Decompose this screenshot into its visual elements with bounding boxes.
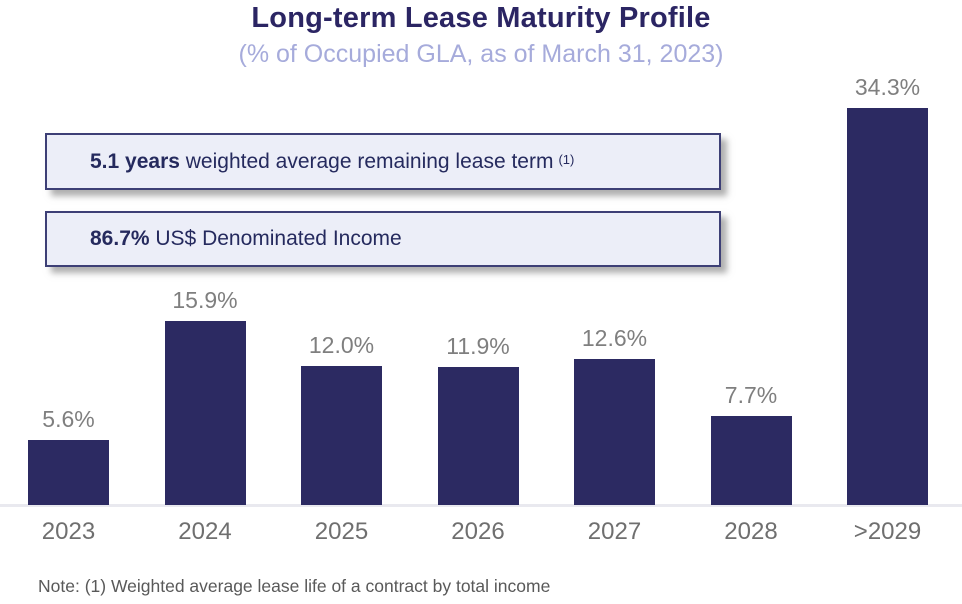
bar-column: 34.3% >2029 <box>847 74 928 545</box>
x-axis-tick-label: >2029 <box>853 518 922 545</box>
bar <box>574 359 655 505</box>
bar-column: 12.0% 2025 <box>301 332 382 545</box>
bar-value-label: 7.7% <box>724 382 778 408</box>
bar-value-label: 15.9% <box>172 287 238 313</box>
bar-value-label: 12.0% <box>308 332 375 358</box>
bar <box>710 416 792 505</box>
callout-lease-term-value: 5.1 years <box>90 149 180 173</box>
bar-column: 5.6% 2023 <box>28 406 109 545</box>
footnote-marker: (1) <box>558 152 575 167</box>
callout-usd-income: 86.7% US$ Denominated Income <box>45 211 721 267</box>
callout-usd-income-text: US$ Denominated Income <box>149 227 402 250</box>
bar-column: 11.9% 2026 <box>437 333 519 545</box>
bar <box>301 366 382 505</box>
x-axis-tick-label: 2024 <box>178 518 232 545</box>
chart-title: Long-term Lease Maturity Profile <box>251 2 711 34</box>
footnote: Note: (1) Weighted average lease life of… <box>38 576 551 596</box>
x-axis-line <box>0 504 962 507</box>
x-axis-tick-label: 2028 <box>724 518 778 545</box>
bar-value-label: 11.9% <box>446 333 510 359</box>
callout-usd-income-value: 86.7% <box>90 227 150 250</box>
callout-lease-term-text: weighted average remaining lease term <box>179 149 554 173</box>
bar <box>28 440 109 505</box>
bar <box>847 108 928 505</box>
bar-column: 12.6% 2027 <box>574 325 655 545</box>
bar-value-label: 34.3% <box>854 74 921 100</box>
bar <box>437 367 519 505</box>
bar <box>164 321 246 505</box>
bar-value-label: 12.6% <box>581 325 648 351</box>
x-axis-tick-label: 2025 <box>314 518 369 545</box>
callout-lease-term: 5.1 years weighted average remaining lea… <box>45 133 721 190</box>
bar-column: 7.7% 2028 <box>710 382 792 545</box>
x-axis-tick-label: 2023 <box>41 518 96 545</box>
x-axis-tick-label: 2026 <box>451 518 505 545</box>
bar-value-label: 5.6% <box>42 406 95 432</box>
x-axis-tick-label: 2027 <box>587 518 642 545</box>
bar-column: 15.9% 2024 <box>164 287 246 545</box>
chart-subtitle: (% of Occupied GLA, as of March 31, 2023… <box>238 40 724 68</box>
bar-chart: 5.6% 2023 15.9% 2024 12.0% 2025 11.9% 2026 12.6%… <box>0 74 962 545</box>
